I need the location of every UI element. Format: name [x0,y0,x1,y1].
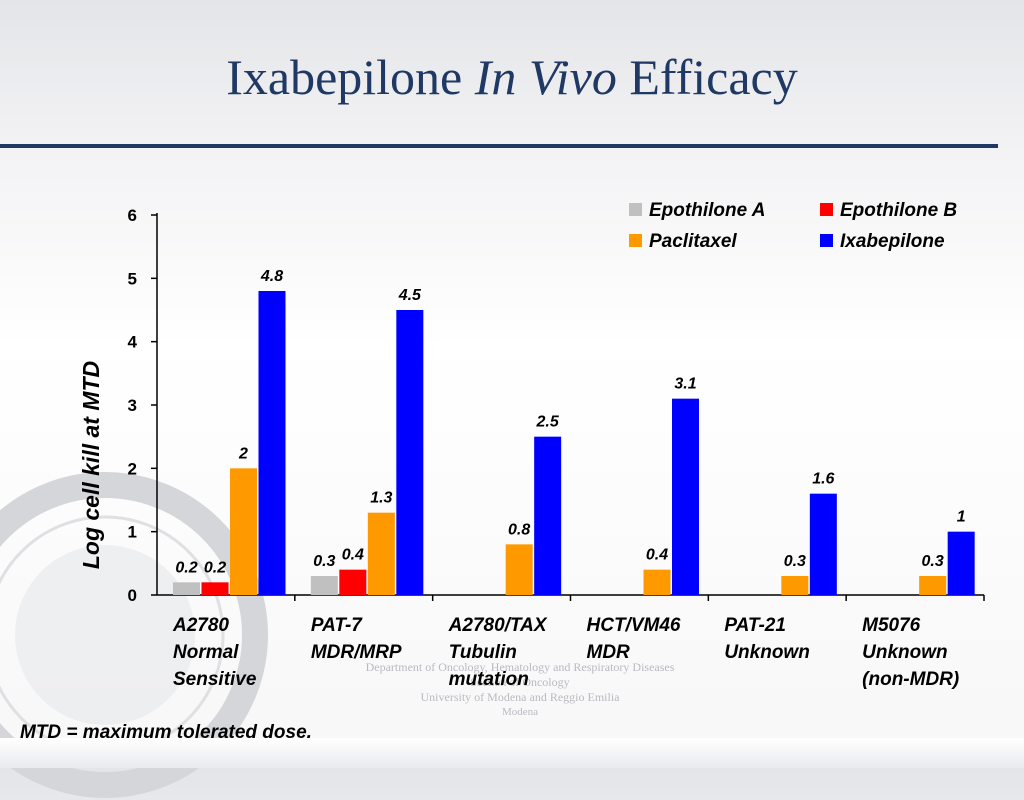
bar-paclitaxel [781,576,809,595]
category-label: HCT/VM46 [587,615,681,636]
title-text-italic: In Vivo [474,49,617,105]
bar-ixabepilone [809,493,837,595]
category-label: (non-MDR) [862,669,959,690]
bar-paclitaxel [230,468,257,595]
category-label: PAT-7 [311,615,363,636]
footer-band [0,738,1024,768]
bar-epothilone-b [339,569,367,595]
category-label: MDR/MRP [311,642,402,663]
watermark-line-4: Modena [501,706,539,718]
y-tick-label: 5 [128,269,137,288]
category-label: Unknown [724,642,810,663]
legend-label: Epothilone A [649,200,765,221]
bar-epothilone-b [201,582,229,595]
data-label: 1.3 [370,490,392,507]
category-label: A2780/TAX [448,615,548,636]
legend-swatch [820,203,833,216]
title-text-1: Ixabepilone [226,49,475,105]
data-label: 0.3 [784,553,806,570]
bar-chart: 0 1 2 3 4 5 6 Log cell kill at MTD 0.2 0.2 2 4.8 A27… [78,200,985,690]
watermark-line-2: Section of Oncology [470,675,570,689]
y-axis-label: Log cell kill at MTD [78,361,104,569]
y-tick-label: 4 [128,333,138,352]
bar-ixabepilone [258,291,286,595]
data-label: 0.2 [204,559,226,576]
data-label: 4.8 [260,268,283,285]
bar-paclitaxel [505,544,533,595]
data-label: 0.3 [922,553,944,570]
legend-swatch [629,203,642,216]
category-label: Tubulin [449,642,517,663]
data-label: 1.6 [812,471,834,488]
data-label: 0.8 [508,521,530,538]
footnote: MTD = maximum tolerated dose. [20,722,312,743]
title-text-2: Efficacy [616,49,798,105]
y-tick-label: 0 [128,586,137,605]
data-label: 0.2 [175,559,197,576]
legend-label: Paclitaxel [649,231,737,252]
category-label: Normal [173,642,239,663]
y-tick-label: 1 [128,523,137,542]
category-label: mutation [449,669,529,690]
category-label: MDR [587,642,631,663]
watermark-line-1: Department of Oncology, Hematology and R… [365,660,675,674]
category-label: A2780 [172,615,229,636]
category-label: Unknown [862,642,948,663]
slide-title: Ixabepilone In Vivo Efficacy [0,48,1024,106]
bar-ixabepilone [396,310,424,595]
data-label: 0.4 [646,547,668,564]
bar-paclitaxel [367,512,395,595]
legend-label: Ixabepilone [840,231,945,252]
category-label: M5076 [862,615,921,636]
bar-paclitaxel [643,569,671,595]
bar-ixabepilone [534,436,562,595]
data-label: 2 [238,445,248,462]
data-label: 3.1 [674,376,696,393]
bar-epothilone-a [173,582,200,595]
department-watermark: Department of Oncology, Hematology and R… [260,660,780,720]
bar-ixabepilone [947,531,975,595]
data-label: 2.5 [536,414,560,431]
legend-swatch [820,234,833,247]
data-label: 0.3 [313,553,335,570]
bar-epothilone-a [310,576,338,595]
category-label: Sensitive [173,669,257,690]
data-label: 0.4 [342,547,364,564]
y-tick-label: 3 [128,396,137,415]
watermark-line-3: University of Modena and Reggio Emilia [420,690,620,704]
legend-swatch [629,234,642,247]
bar-paclitaxel [919,576,947,595]
y-tick-label: 6 [128,206,137,225]
title-divider [0,144,998,148]
category-label: PAT-21 [724,615,786,636]
bar-ixabepilone [672,398,699,595]
data-label: 4.5 [398,287,422,304]
y-tick-label: 2 [128,459,137,478]
legend-label: Epothilone B [840,200,957,221]
data-label: 1 [957,509,966,526]
